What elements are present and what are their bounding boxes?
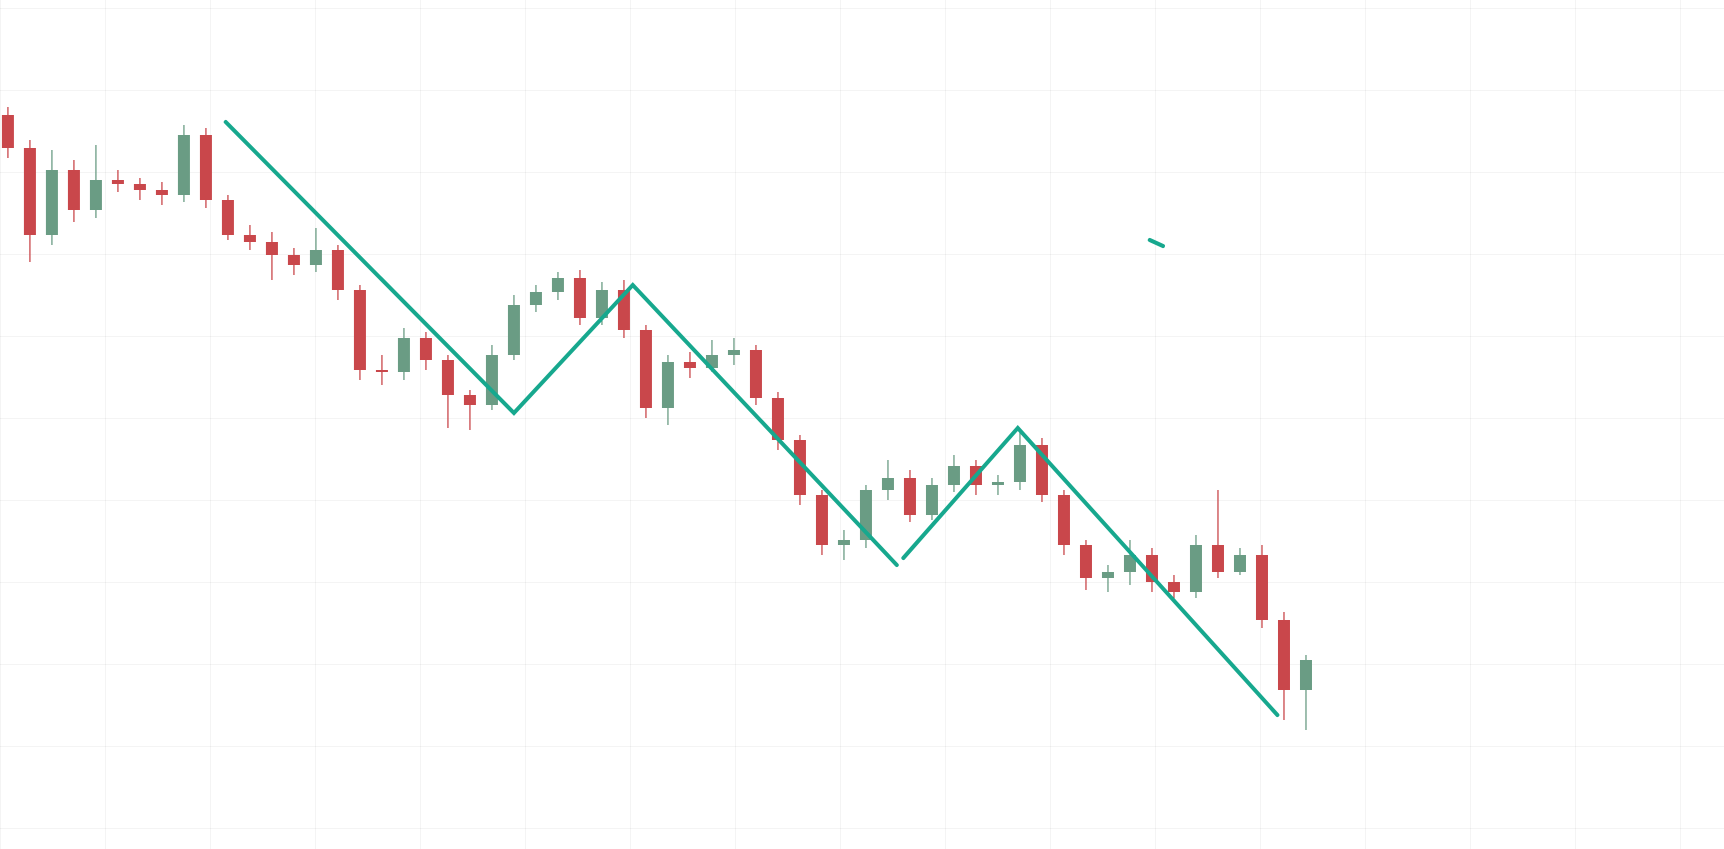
candle-body bbox=[375, 370, 388, 372]
candle-body bbox=[243, 235, 256, 242]
candle-body bbox=[639, 330, 652, 408]
candle-body bbox=[463, 395, 476, 405]
candle-body bbox=[353, 290, 366, 370]
candle-body bbox=[419, 338, 432, 360]
candle-body bbox=[331, 250, 344, 290]
candle-body bbox=[221, 200, 234, 235]
candle-body bbox=[155, 190, 168, 195]
candle-body bbox=[1167, 582, 1180, 592]
candle-body bbox=[1233, 555, 1246, 572]
candle-body bbox=[837, 540, 850, 545]
candle-body bbox=[133, 184, 146, 190]
candle-body bbox=[1, 115, 14, 148]
trend-line bbox=[1147, 238, 1165, 248]
candle-body bbox=[1277, 620, 1290, 690]
candle-body bbox=[199, 135, 212, 200]
candle-body bbox=[551, 278, 564, 292]
candle-body bbox=[529, 292, 542, 305]
candle-body bbox=[1123, 555, 1136, 572]
candle-body bbox=[1189, 545, 1202, 592]
candle-body bbox=[177, 135, 190, 195]
candle-body bbox=[1013, 445, 1026, 482]
candle-body bbox=[815, 495, 828, 545]
candle-body bbox=[23, 148, 36, 235]
candle-body bbox=[991, 482, 1004, 485]
candle-body bbox=[793, 440, 806, 495]
candle-body bbox=[397, 338, 410, 372]
candle-body bbox=[573, 278, 586, 318]
candle-body bbox=[45, 170, 58, 235]
candle-body bbox=[595, 290, 608, 318]
candle-body bbox=[507, 305, 520, 355]
candle-body bbox=[441, 360, 454, 395]
candle-body bbox=[1255, 555, 1268, 620]
candle-body bbox=[111, 180, 124, 184]
trend-line bbox=[223, 120, 899, 567]
candle-body bbox=[881, 478, 894, 490]
candle-body bbox=[265, 242, 278, 255]
candle-body bbox=[661, 362, 674, 408]
candle-body bbox=[67, 170, 80, 210]
candle-body bbox=[727, 350, 740, 355]
candle-body bbox=[1079, 545, 1092, 578]
candle-body bbox=[309, 250, 322, 265]
candle-body bbox=[903, 478, 916, 515]
candle-body bbox=[749, 350, 762, 398]
trend-line bbox=[901, 424, 1280, 717]
candle-body bbox=[1299, 660, 1312, 690]
candle-body bbox=[1101, 572, 1114, 578]
candle-body bbox=[89, 180, 102, 210]
candle-body bbox=[1211, 545, 1224, 572]
candle-body bbox=[771, 398, 784, 440]
candle-body bbox=[1057, 495, 1070, 545]
candle-body bbox=[683, 362, 696, 368]
candle-body bbox=[925, 485, 938, 515]
candle-body bbox=[287, 255, 300, 265]
candle-body bbox=[947, 466, 960, 485]
